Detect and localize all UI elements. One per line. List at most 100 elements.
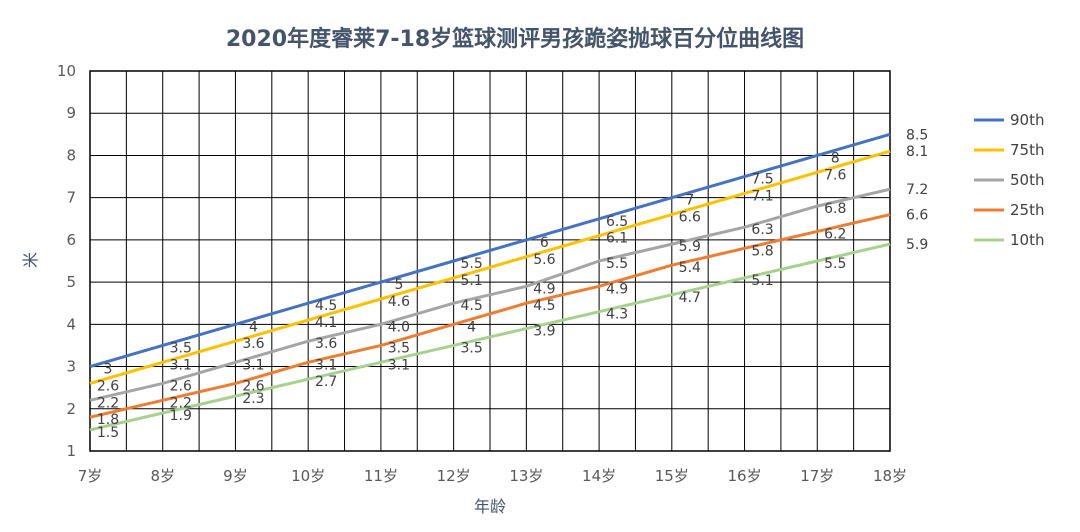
- data-label: 6.6: [906, 208, 928, 224]
- data-label: 4.9: [606, 281, 628, 297]
- data-label: 2.6: [170, 378, 192, 394]
- data-label: 6.3: [751, 222, 773, 238]
- legend-entry: 90th: [1010, 111, 1044, 129]
- series-line-10th: [89, 242, 891, 432]
- legend-entry: 75th: [1010, 141, 1044, 159]
- data-label: 3.5: [461, 340, 483, 356]
- data-label: 8.1: [906, 144, 928, 160]
- data-label: 7: [685, 193, 694, 209]
- x-tick-label: 7岁: [78, 467, 103, 485]
- series-line-90th: [89, 132, 891, 368]
- data-label: 3.6: [242, 336, 264, 352]
- y-tick-label: 7: [66, 189, 76, 207]
- data-label: 4.0: [388, 319, 410, 335]
- x-tick-label: 10岁: [291, 467, 325, 485]
- data-label: 7.5: [751, 172, 773, 188]
- legend: 90th 75th 50th 25th 10th: [974, 111, 1044, 249]
- data-label: 2.2: [170, 395, 192, 411]
- y-tick-label: 8: [66, 146, 76, 164]
- data-label: 5: [394, 277, 403, 293]
- data-label: 5.8: [751, 243, 773, 259]
- legend-entry: 50th: [1010, 171, 1044, 189]
- x-tick-label: 15岁: [655, 467, 689, 485]
- data-label: 5.9: [679, 239, 701, 255]
- data-label: 3.1: [170, 357, 192, 373]
- data-label: 1.5: [97, 425, 119, 441]
- legend-entry: 10th: [1010, 231, 1044, 249]
- data-label: 4.6: [388, 294, 410, 310]
- series-layer: [89, 132, 891, 432]
- y-tick-label: 3: [66, 358, 76, 376]
- y-tick-label: 9: [66, 104, 76, 122]
- chart-title: 2020年度睿莱7-18岁篮球测评男孩跪姿抛球百分位曲线图: [226, 26, 804, 52]
- y-tick-label: 1: [66, 442, 76, 460]
- data-label: 5.5: [461, 256, 483, 272]
- series-line-25th: [89, 213, 891, 419]
- data-label: 4: [249, 319, 258, 335]
- x-tick-label: 9岁: [223, 467, 248, 485]
- data-label: 4: [467, 319, 476, 335]
- data-label: 2.2: [97, 395, 119, 411]
- x-tick-label: 8岁: [150, 467, 175, 485]
- x-tick-label: 18岁: [873, 467, 907, 485]
- data-label: 3.1: [315, 357, 337, 373]
- data-label: 4.5: [533, 298, 555, 314]
- data-label: 3.9: [533, 324, 555, 340]
- data-label: 5.5: [606, 256, 628, 272]
- series-line-50th: [89, 187, 891, 402]
- data-label: 7.6: [824, 167, 846, 183]
- x-tick-label: 17岁: [800, 467, 834, 485]
- data-label: 8: [831, 150, 840, 166]
- x-tick-label: 11岁: [364, 467, 398, 485]
- x-tick-label: 16岁: [727, 467, 761, 485]
- data-label: 7.2: [906, 182, 928, 198]
- data-label: 6.1: [606, 231, 628, 247]
- x-axis-title: 年龄: [474, 497, 506, 516]
- data-label: 5.9: [906, 237, 928, 253]
- x-tick-label: 12岁: [437, 467, 471, 485]
- legend-entry: 25th: [1010, 201, 1044, 219]
- data-label: 5.4: [679, 260, 701, 276]
- data-label: 2.6: [242, 378, 264, 394]
- data-label: 1.8: [97, 412, 119, 428]
- data-label: 6: [540, 235, 549, 251]
- data-label: 3.1: [388, 357, 410, 373]
- data-label: 6.8: [824, 201, 846, 217]
- data-label: 5.6: [533, 252, 555, 268]
- data-label: 3.5: [388, 340, 410, 356]
- data-label: 4.5: [461, 298, 483, 314]
- x-tick-label: 13岁: [509, 467, 543, 485]
- data-label: 5.1: [461, 273, 483, 289]
- data-label: 7.1: [751, 188, 773, 204]
- y-tick-label: 6: [66, 231, 76, 249]
- data-label: 5.1: [751, 273, 773, 289]
- data-label: 3.6: [315, 336, 337, 352]
- data-label: 2.6: [97, 378, 119, 394]
- data-label: 4.3: [606, 307, 628, 323]
- y-tick-label: 5: [66, 273, 76, 291]
- data-label: 8.5: [906, 127, 928, 143]
- data-label-layer: 3 3.5 4 4.5 5 5.5 6 6.5 7 7.5 8 8.5 2.6 3.1 3.6 4.1 4.6 5…: [97, 127, 928, 441]
- y-tick-label: 10: [57, 62, 76, 80]
- y-axis-title: 米: [21, 252, 40, 268]
- data-label: 6.2: [824, 226, 846, 242]
- data-label: 2.7: [315, 374, 337, 390]
- plot-area-border: [89, 70, 891, 452]
- data-label: 5.5: [824, 256, 846, 272]
- data-label: 4.7: [679, 290, 701, 306]
- y-tick-label: 2: [66, 400, 76, 418]
- data-label: 1.9: [170, 408, 192, 424]
- data-label: 4.9: [533, 281, 555, 297]
- y-tick-label: 4: [66, 315, 76, 333]
- x-tick-label: 14岁: [582, 467, 616, 485]
- data-label: 3.5: [170, 340, 192, 356]
- data-label: 4.5: [315, 298, 337, 314]
- series-line-75th: [89, 149, 891, 385]
- data-label: 3: [104, 362, 113, 378]
- axis-layer: 1 2 3 4 5 6 7 8 9 10 7岁 8岁 9岁 10岁 11岁 12岁 13岁 14岁 15岁 16岁 17…: [57, 62, 907, 485]
- data-label: 4.1: [315, 315, 337, 331]
- data-label: 3.1: [242, 357, 264, 373]
